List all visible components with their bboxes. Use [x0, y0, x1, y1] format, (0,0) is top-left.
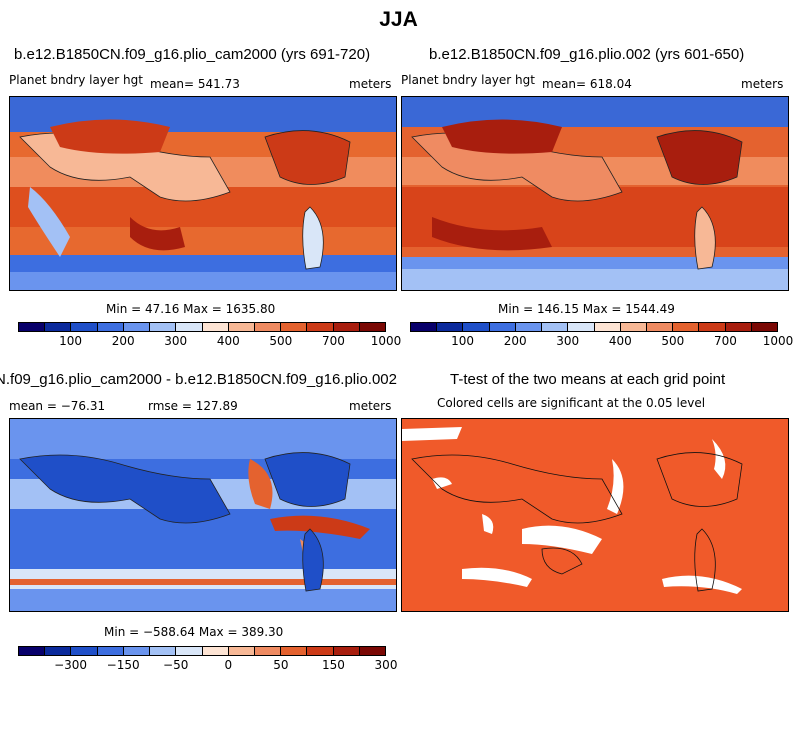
colorbar-tick-label: 300	[556, 334, 580, 348]
panel3-rmse-label: rmse = 127.89	[148, 399, 238, 413]
colorbar-swatch	[254, 647, 282, 655]
panel1-title: b.e12.B1850CN.f09_g16.plio_cam2000 (yrs …	[14, 46, 371, 63]
colorbar-swatch	[437, 323, 464, 331]
colorbar-swatch	[202, 323, 229, 331]
colorbar-swatch	[411, 323, 438, 331]
panel2-colorbar-ticks: 100 200 300 400 500 700 1000	[410, 334, 793, 350]
colorbar-tick-label: 500	[269, 334, 293, 348]
colorbar-tick-label: 100	[451, 334, 475, 348]
colorbar-swatch	[150, 647, 177, 655]
significant-cells	[402, 419, 788, 611]
colorbar-swatch	[359, 323, 386, 331]
colorbar-swatch	[594, 323, 621, 331]
colorbar-tick-label: 1000	[762, 334, 794, 348]
colorbar-swatch	[725, 323, 752, 331]
colorbar-swatch	[254, 323, 282, 331]
colorbar-swatch	[123, 647, 151, 655]
panel4-title: T-test of the two means at each grid poi…	[450, 371, 726, 388]
colorbar-tick-label: 400	[216, 334, 240, 348]
colorbar-swatch	[307, 323, 334, 331]
colorbar-swatch	[751, 323, 778, 331]
panel1-colorbar-ticks: 100 200 300 400 500 700 1000	[18, 334, 401, 350]
colorbar-swatch	[333, 323, 360, 331]
panel1-minmax: Min = 47.16 Max = 1635.80	[106, 302, 276, 316]
panel3-minmax: Min = −588.64 Max = 389.30	[104, 625, 284, 639]
colorbar-swatch	[97, 323, 124, 331]
colorbar-swatch	[542, 323, 569, 331]
colorbar-swatch	[176, 647, 203, 655]
colorbar-swatch	[150, 323, 177, 331]
colorbar-tick-label: −50	[163, 658, 189, 672]
figure-title: JJA	[379, 8, 418, 31]
colorbar-tick-label: 200	[111, 334, 135, 348]
panel3-map	[9, 418, 397, 612]
colorbar-swatch	[45, 323, 72, 331]
colorbar-swatch	[71, 323, 98, 331]
colorbar-swatch	[19, 647, 46, 655]
colorbar-swatch	[45, 647, 72, 655]
colorbar-swatch	[699, 323, 726, 331]
panel2-units-label: meters	[741, 77, 784, 91]
colorbar-swatch	[228, 647, 255, 655]
panel3-colorbar-ticks: −300 −150 −50 0 50 150 300	[18, 658, 397, 674]
panel1-colorbar	[18, 322, 386, 332]
colorbar-tick-label: 300	[374, 658, 398, 672]
colorbar-tick-label: 700	[713, 334, 737, 348]
panel4-map-svg	[402, 419, 788, 611]
colorbar-swatch	[359, 647, 386, 655]
colorbar-swatch	[19, 323, 46, 331]
colorbar-tick-label: 150	[321, 658, 345, 672]
colorbar-swatch	[333, 647, 360, 655]
colorbar-tick-label: 0	[224, 658, 233, 672]
colorbar-swatch	[646, 323, 674, 331]
coastlines	[411, 452, 743, 592]
colorbar-swatch	[281, 323, 308, 331]
panel3-units-label: meters	[349, 399, 392, 413]
colorbar-swatch	[620, 323, 647, 331]
non-significant-cells	[402, 427, 742, 594]
colorbar-swatch	[97, 647, 124, 655]
panel4-map	[401, 418, 789, 612]
colorbar-swatch	[202, 647, 229, 655]
colorbar-tick-label: −300	[54, 658, 88, 672]
panel1-variable-label: Planet bndry layer hgt	[9, 73, 143, 87]
colorbar-swatch	[673, 323, 700, 331]
colorbar-swatch	[228, 323, 255, 331]
panel3-mean-label: mean = −76.31	[9, 399, 106, 413]
colorbar-swatch	[307, 647, 334, 655]
colorbar-swatch	[281, 647, 308, 655]
colorbar-tick-label: 200	[503, 334, 527, 348]
panel2-variable-label: Planet bndry layer hgt	[401, 73, 535, 87]
panel1-map	[9, 96, 397, 291]
colorbar-swatch	[123, 323, 151, 331]
colorbar-swatch	[463, 323, 490, 331]
colorbar-tick-label: 500	[661, 334, 685, 348]
colorbar-swatch	[176, 323, 203, 331]
panel2-colorbar	[410, 322, 778, 332]
panel3-title: b.e12.B1850CN.f09_g16.plio_cam2000 - b.e…	[0, 371, 397, 388]
panel3-title-text: b.e12.B1850CN.f09_g16.plio_cam2000 - b.e…	[0, 371, 397, 388]
panel2-title: b.e12.B1850CN.f09_g16.plio.002 (yrs 601-…	[429, 46, 745, 63]
panel2-mean-label: mean= 618.04	[542, 77, 632, 91]
colorbar-tick-label: −150	[106, 658, 140, 672]
panel3-map-svg	[10, 419, 396, 611]
panel2-map	[401, 96, 789, 291]
panel1-mean-label: mean= 541.73	[150, 77, 240, 91]
colorbar-swatch	[489, 323, 516, 331]
colorbar-swatch	[515, 323, 543, 331]
panel4-subtitle: Colored cells are significant at the 0.0…	[437, 396, 706, 410]
colorbar-swatch	[568, 323, 595, 331]
colorbar-tick-label: 50	[273, 658, 289, 672]
colorbar-tick-label: 400	[608, 334, 632, 348]
panel2-minmax: Min = 146.15 Max = 1544.49	[498, 302, 675, 316]
colorbar-tick-label: 700	[321, 334, 345, 348]
panel1-map-svg	[10, 97, 396, 290]
panel1-units-label: meters	[349, 77, 392, 91]
panel3-colorbar	[18, 646, 386, 656]
colorbar-tick-label: 100	[59, 334, 83, 348]
panel2-map-svg	[402, 97, 788, 290]
colorbar-swatch	[71, 647, 98, 655]
colorbar-tick-label: 1000	[370, 334, 402, 348]
colorbar-tick-label: 300	[164, 334, 188, 348]
